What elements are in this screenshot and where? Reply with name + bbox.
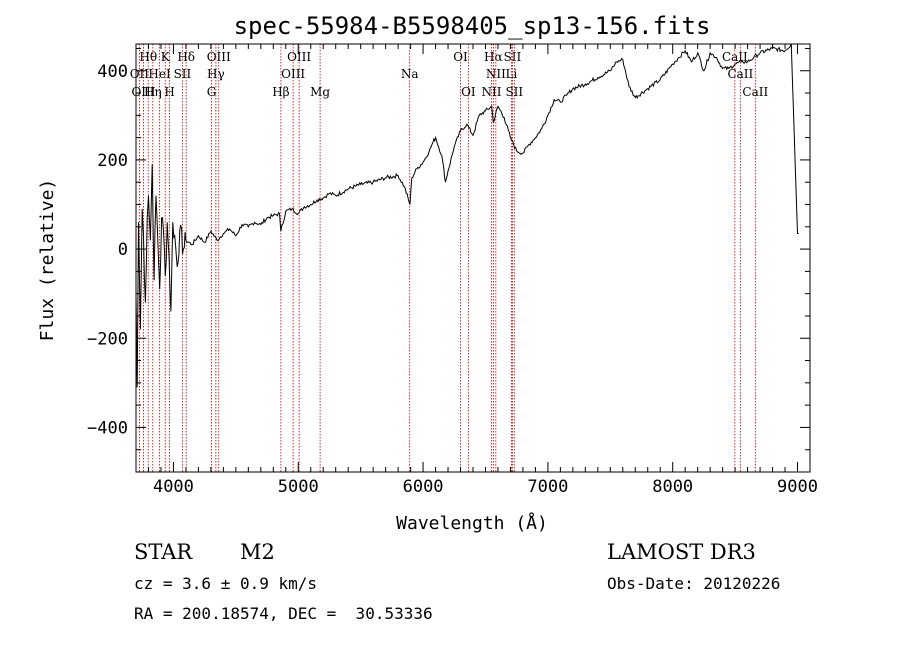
spectral-line-label: Hδ — [177, 50, 195, 64]
x-tick-label: 4000 — [153, 477, 194, 497]
spectral-line-label: OIII — [287, 50, 311, 64]
flux-series-line — [135, 43, 799, 388]
x-axis-label: Wavelength (Å) — [396, 512, 548, 534]
spectral-line-label: OII — [130, 67, 150, 81]
spectral-line-label: NII — [481, 85, 501, 99]
spectral-line-label: OIII — [281, 67, 305, 81]
spectral-line-label: CaII — [742, 85, 768, 99]
spectral-line-label: Hγ — [207, 67, 225, 81]
survey-name: LAMOST DR3 — [607, 540, 756, 564]
chart-title: spec-55984-B5598405_sp13-156.fits — [234, 12, 711, 40]
spectral-line-label: Hβ — [272, 85, 289, 99]
spectral-line-label: Na — [401, 67, 419, 81]
spectral-line-label: NII — [486, 67, 506, 81]
spectral-line-label: OIII — [131, 85, 155, 99]
spectral-line-label: H — [164, 85, 174, 99]
spectral-line-label: Hη — [144, 85, 162, 99]
spectral-line-label: HeI — [148, 67, 171, 81]
cz-value: cz = 3.6 ± 0.9 km/s — [134, 574, 318, 593]
y-tick-label: −400 — [87, 418, 128, 438]
spectral-line-label: Mg — [310, 85, 330, 99]
object-subclass: M2 — [240, 540, 275, 564]
obs-date: Obs-Date: 20120226 — [607, 574, 781, 593]
spectral-line-label: SII — [504, 50, 522, 64]
ra-dec: RA = 200.18574, DEC = 30.53336 — [134, 604, 433, 623]
spectral-line-label: Hθ — [139, 50, 157, 64]
y-tick-label: 200 — [97, 151, 128, 171]
y-tick-label: −200 — [87, 329, 128, 349]
spectral-line-label: Li — [506, 67, 518, 81]
y-tick-label: 0 — [118, 240, 128, 260]
x-tick-label: 8000 — [652, 477, 693, 497]
spectral-line-label: OI — [453, 50, 468, 64]
spectral-line-label: SII — [174, 67, 192, 81]
spectral-line-label: OIII — [207, 50, 231, 64]
spectral-line-label: CaII — [727, 67, 753, 81]
y-axis-label: Flux (relative) — [37, 179, 58, 342]
spectral-line-label: OI — [461, 85, 476, 99]
axes-layer: 4000 5000 6000 7000 8000 9000 −400 −200 0 200 400 — [87, 43, 818, 497]
x-tick-label: 9000 — [777, 477, 818, 497]
y-tick-label: 400 — [97, 62, 128, 82]
x-tick-label: 5000 — [278, 477, 319, 497]
object-class: STAR — [134, 540, 193, 564]
x-tick-label: 6000 — [403, 477, 444, 497]
spectral-line-label: CaII — [722, 50, 748, 64]
plot-frame — [135, 43, 811, 473]
spectral-line-label: K — [161, 50, 171, 64]
spectral-line-label: Hα — [484, 50, 503, 64]
x-tick-label: 7000 — [527, 477, 568, 497]
spectral-line-label: SII — [505, 85, 523, 99]
spectral-line-label: G — [207, 85, 217, 99]
